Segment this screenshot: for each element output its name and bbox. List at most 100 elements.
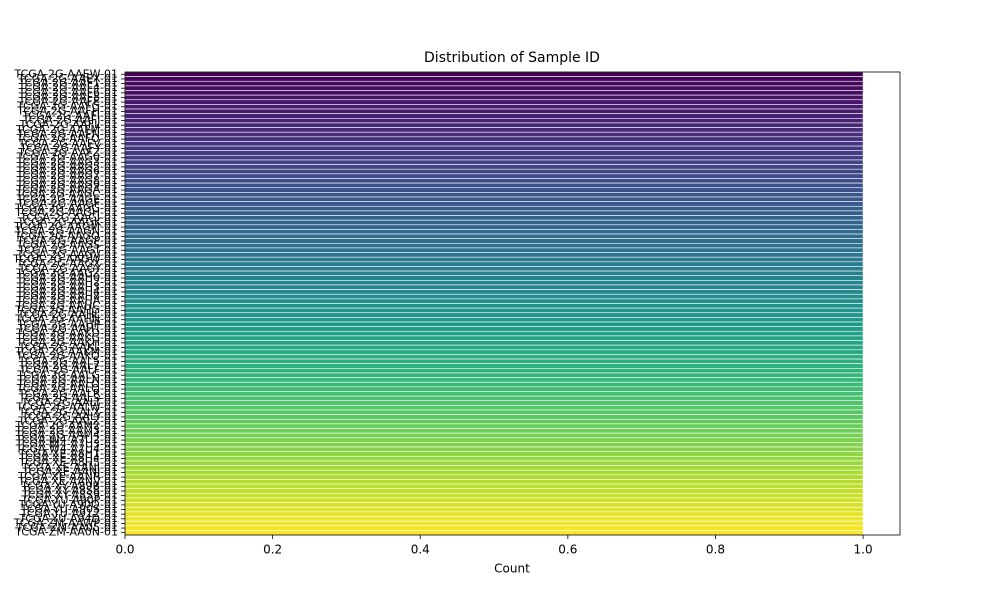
y-tick-label: TCGA-2G-AAKG-01: [15, 331, 118, 344]
bar: [124, 173, 864, 179]
y-tick-label: TCGA-2G-AAM2-01: [14, 419, 118, 432]
y-tick-label: TCGA-2G-AAG8-01: [16, 174, 118, 187]
y-tick-label: TCGA-2G-AAFV-01: [18, 137, 118, 150]
bar: [124, 428, 864, 434]
bar: [124, 71, 864, 77]
bar: [124, 479, 864, 485]
bar: [124, 229, 864, 235]
y-tick-label: TCGA-2G-AAG3-01: [16, 155, 118, 168]
y-tick-label: TCGA-2G-AALZ-01: [17, 415, 118, 428]
y-tick-label: TCGA-2G-AAG6-01: [16, 165, 118, 178]
y-tick-label: TCGA-2G-AAHA-01: [15, 294, 118, 307]
bar: [124, 178, 864, 184]
y-tick-label: TCGA-2G-AAHC-01: [15, 299, 118, 312]
bar: [124, 159, 864, 165]
bar: [124, 247, 864, 253]
bar: [124, 104, 864, 110]
bar: [124, 432, 864, 439]
bar: [124, 275, 864, 281]
bar: [124, 205, 864, 212]
bar: [124, 182, 864, 189]
bar: [124, 192, 864, 198]
bar: [124, 261, 864, 267]
y-tick-label: TCGA-2G-AAFJ-01: [22, 114, 118, 127]
y-tick-label: TCGA-2G-AAKH-01: [15, 336, 118, 349]
bar: [124, 358, 864, 364]
y-tick-label: TCGA-2G-AALO-01: [16, 378, 118, 391]
bar: [124, 289, 864, 295]
y-tick-label: TCGA-W4-A7U3-01: [15, 438, 118, 451]
bar: [124, 423, 864, 429]
bar: [124, 326, 864, 332]
bar: [124, 80, 864, 87]
bar: [124, 451, 864, 457]
y-tick-label: TCGA-XY-A8S9-01: [21, 489, 118, 502]
bar: [124, 400, 864, 406]
y-tick-label: TCGA-2G-AAF4-01: [18, 81, 118, 94]
bar: [124, 488, 864, 494]
y-tick-label: TCGA-2G-AAL7-01: [18, 359, 118, 372]
bar: [124, 150, 864, 156]
y-tick-label: TCGA-W4-A7U4-01: [15, 442, 118, 455]
y-tick-label: TCGA-2G-AAGA-01: [15, 183, 118, 196]
y-tick-label: TCGA-2G-AAFI-01: [21, 109, 118, 122]
y-tick-label: TCGA-2G-AAGZ-01: [15, 266, 118, 279]
chart-title: Distribution of Sample ID: [424, 50, 600, 66]
y-tick-label: TCGA-XE-A8H1-01: [18, 447, 118, 460]
y-tick-label: TCGA-2G-AAKL-01: [18, 340, 118, 353]
y-tick-label: TCGA-2G-AAH0-01: [16, 271, 118, 284]
y-tick-label: TCGA-2G-AAGH-01: [14, 206, 118, 219]
y-tick-label: TCGA-XE-AANI-01: [21, 461, 118, 474]
y-tick-label: TCGA-2G-AAM4-01: [14, 428, 118, 441]
bar: [124, 122, 864, 128]
y-tick-label: TCGA-2G-AAH2-01: [16, 276, 118, 289]
bar: [124, 298, 864, 304]
bar: [124, 312, 864, 318]
y-tick-label: TCGA-XY-A89B-01: [20, 479, 118, 492]
y-tick-label: TCGA-2G-AAHL-01: [17, 308, 118, 321]
y-tick-label: TCGA-2G-AAHP-01: [16, 317, 118, 330]
x-tick-label: 0.0: [115, 543, 134, 557]
y-tick-label: TCGA-2G-AAGW-01: [12, 253, 118, 266]
y-tick-label: TCGA-2G-AAFY-01: [19, 141, 118, 154]
bar: [124, 391, 864, 397]
bar: [124, 465, 864, 471]
bar: [124, 307, 864, 314]
bar: [124, 99, 864, 105]
y-tick-label: TCGA-2G-AAH3-01: [16, 280, 118, 293]
bar: [124, 469, 864, 476]
y-tick-label: TCGA-2G-AAF1-01: [18, 77, 118, 90]
bar: [124, 335, 864, 341]
y-tick-label: TCGA-2G-AAG7-01: [16, 169, 118, 182]
bar: [124, 155, 864, 161]
y-tick-label: TCGA-2G-AAKO-01: [15, 350, 118, 363]
y-tick-label: TCGA-2G-AAL5-01: [18, 354, 118, 367]
y-tick-label: TCGA-2G-AAG9-01: [16, 178, 118, 191]
y-tick-label: TCGA-W4-A7U2-01: [15, 433, 118, 446]
y-tick-label: TCGA-YU-A90S-01: [20, 503, 118, 516]
y-tick-label: TCGA-2G-AAEW-01: [14, 67, 119, 80]
y-tick-label: TCGA-2G-AAFE-01: [18, 95, 118, 108]
y-tick-label: TCGA-2G-AAGF-01: [16, 197, 118, 210]
bar: [124, 530, 864, 536]
y-tick-label: TCGA-XY-A8S8-01: [21, 484, 118, 497]
y-tick-label: TCGA-XE-AANV-01: [17, 475, 118, 488]
y-tick-label: TCGA-XE-A8H4-01: [18, 452, 118, 465]
bar: [124, 363, 864, 369]
bar: [124, 233, 864, 239]
y-tick-label: TCGA-XE-AANR-01: [17, 470, 118, 483]
y-tick-label: TCGA-2G-AALF-01: [18, 364, 118, 377]
y-tick-label: TCGA-2G-AALR-01: [18, 387, 118, 400]
bar: [124, 340, 864, 346]
x-tick-label: 0.2: [263, 543, 282, 557]
y-tick-label: TCGA-2G-AAGO-01: [14, 229, 118, 242]
y-tick-label: TCGA-YU-A912-01: [20, 507, 118, 520]
y-tick-label: TCGA-2G-AAFZ-01: [17, 146, 118, 159]
y-tick-label: TCGA-2G-AAGG-01: [14, 202, 118, 215]
bar: [124, 321, 864, 327]
bar: [124, 252, 864, 258]
bar: [124, 164, 864, 170]
bar: [124, 405, 864, 411]
y-tick-label: TCGA-2G-AAFL-01: [19, 118, 118, 131]
